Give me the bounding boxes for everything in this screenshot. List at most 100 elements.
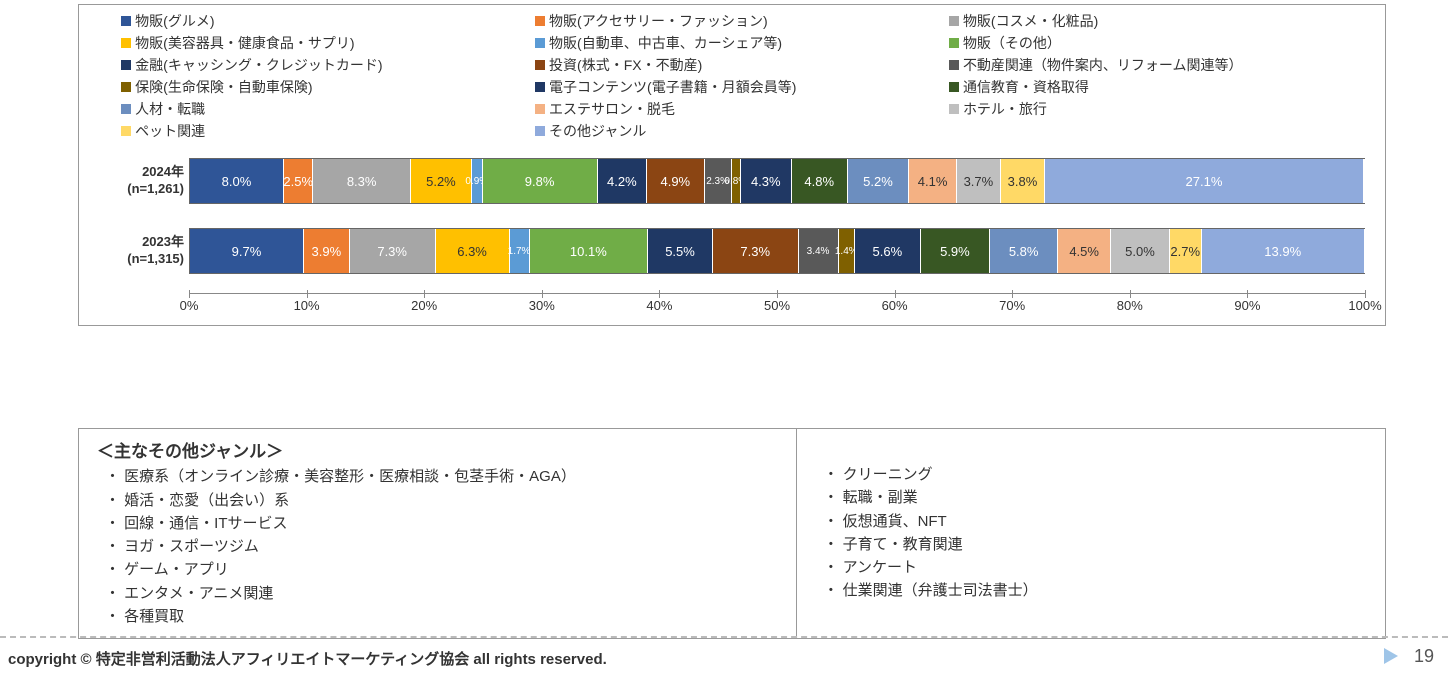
notes-right-col: クリーニング転職・副業仮想通貨、NFT子育て・教育関連アンケート仕業関連（弁護士… — [797, 428, 1386, 639]
bar-segment: 13.9% — [1202, 229, 1365, 273]
notes-item: ゲーム・アプリ — [105, 558, 778, 581]
legend-label: ホテル・旅行 — [963, 99, 1047, 119]
legend-item: 物販（その他） — [949, 33, 1343, 53]
bar-segment: 4.5% — [1058, 229, 1111, 273]
legend-item: 物販(コスメ・化粧品) — [949, 11, 1343, 31]
notes-item: エンタメ・アニメ関連 — [105, 582, 778, 605]
legend-item: 人材・転職 — [121, 99, 515, 119]
axis-tick — [189, 290, 190, 298]
notes-item: 仮想通貨、NFT — [823, 510, 1367, 533]
axis-tick-label: 100% — [1348, 298, 1381, 313]
bar-segment: 3.7% — [957, 159, 1000, 203]
legend-swatch — [949, 82, 959, 92]
notes-item: ヨガ・スポーツジム — [105, 535, 778, 558]
axis-tick — [1012, 290, 1013, 298]
notes-item: 回線・通信・ITサービス — [105, 512, 778, 535]
page-number: 19 — [1414, 646, 1434, 667]
legend-swatch — [949, 104, 959, 114]
bar-segment: 5.5% — [648, 229, 713, 273]
notes-item: 転職・副業 — [823, 486, 1367, 509]
legend-label: 物販(美容器具・健康食品・サプリ) — [135, 33, 354, 53]
legend-swatch — [121, 82, 131, 92]
bar-segment: 8.3% — [313, 159, 411, 203]
legend-swatch — [121, 16, 131, 26]
bar-segment: 5.2% — [848, 159, 909, 203]
legend-swatch — [949, 16, 959, 26]
axis-tick — [424, 290, 425, 298]
legend-swatch — [535, 60, 545, 70]
chart-legend: 物販(グルメ)物販(アクセサリー・ファッション)物販(コスメ・化粧品)物販(美容… — [121, 11, 1343, 141]
legend-swatch — [535, 126, 545, 136]
axis-tick-label: 0% — [180, 298, 199, 313]
legend-label: 人材・転職 — [135, 99, 205, 119]
legend-label: ペット関連 — [135, 121, 205, 141]
bar-segment: 10.1% — [530, 229, 649, 273]
bar-segment: 9.7% — [190, 229, 304, 273]
legend-item: その他ジャンル — [535, 121, 929, 141]
legend-label: 物販(コスメ・化粧品) — [963, 11, 1098, 31]
bar-segment: 5.2% — [411, 159, 472, 203]
axis-tick — [1130, 290, 1131, 298]
bar-segment: 27.1% — [1045, 159, 1363, 203]
axis-tick-label: 30% — [529, 298, 555, 313]
legend-item: 物販(アクセサリー・ファッション) — [535, 11, 929, 31]
legend-item: 保険(生命保険・自動車保険) — [121, 77, 515, 97]
legend-label: エステサロン・脱毛 — [549, 99, 675, 119]
bar-segment: 6.3% — [436, 229, 510, 273]
legend-label: 不動産関連（物件案内、リフォーム関連等） — [963, 55, 1243, 75]
notes-title: ＜主なその他ジャンル＞ — [97, 439, 778, 465]
axis-tick — [659, 290, 660, 298]
notes-item: 医療系（オンライン診療・美容整形・医療相談・包茎手術・AGA） — [105, 465, 778, 488]
legend-swatch — [121, 60, 131, 70]
axis-tick — [307, 290, 308, 298]
legend-label: 金融(キャッシング・クレジットカード) — [135, 55, 382, 75]
bar-segment: 2.7% — [1170, 229, 1202, 273]
legend-label: 物販（その他） — [963, 33, 1061, 53]
bar-track: 8.0%2.5%8.3%5.2%0.9%9.8%4.2%4.9%2.3%0.8%… — [189, 158, 1365, 204]
legend-item: ペット関連 — [121, 121, 515, 141]
legend-item: 投資(株式・FX・不動産) — [535, 55, 929, 75]
notes-item: 子育て・教育関連 — [823, 533, 1367, 556]
legend-item: 物販(美容器具・健康食品・サプリ) — [121, 33, 515, 53]
footer-divider — [0, 636, 1448, 638]
copyright-text: copyright © 特定非営利活動法人アフィリエイトマーケティング協会 al… — [8, 648, 607, 669]
legend-item: 金融(キャッシング・クレジットカード) — [121, 55, 515, 75]
axis-tick — [542, 290, 543, 298]
notes-item: アンケート — [823, 556, 1367, 579]
legend-item: 通信教育・資格取得 — [949, 77, 1343, 97]
axis-tick-label: 40% — [646, 298, 672, 313]
bar-row: 2024年(n=1,261)8.0%2.5%8.3%5.2%0.9%9.8%4.… — [189, 153, 1365, 209]
legend-swatch — [535, 16, 545, 26]
axis-tick — [1247, 290, 1248, 298]
bar-segment: 3.4% — [799, 229, 839, 273]
bar-segment: 5.8% — [990, 229, 1058, 273]
axis-tick — [895, 290, 896, 298]
bar-segment: 1.4% — [839, 229, 855, 273]
legend-swatch — [535, 104, 545, 114]
legend-swatch — [535, 38, 545, 48]
axis-tick-label: 10% — [294, 298, 320, 313]
notes-left-col: ＜主なその他ジャンル＞ 医療系（オンライン診療・美容整形・医療相談・包茎手術・A… — [78, 428, 797, 639]
axis-tick-label: 20% — [411, 298, 437, 313]
bar-segment: 5.9% — [921, 229, 990, 273]
bar-segment: 7.3% — [350, 229, 436, 273]
chart-x-axis: 0%10%20%30%40%50%60%70%80%90%100% — [189, 293, 1365, 315]
legend-label: 保険(生命保険・自動車保険) — [135, 77, 312, 97]
legend-label: 物販(アクセサリー・ファッション) — [549, 11, 768, 31]
bar-segment: 5.0% — [1111, 229, 1170, 273]
bar-row: 2023年(n=1,315)9.7%3.9%7.3%6.3%1.7%10.1%5… — [189, 223, 1365, 279]
legend-label: 投資(株式・FX・不動産) — [549, 55, 702, 75]
notes-item: 婚活・恋愛（出会い）系 — [105, 489, 778, 512]
bar-track: 9.7%3.9%7.3%6.3%1.7%10.1%5.5%7.3%3.4%1.4… — [189, 228, 1365, 274]
notes-item: クリーニング — [823, 463, 1367, 486]
bar-row-label: 2023年(n=1,315) — [89, 234, 184, 268]
legend-item: 不動産関連（物件案内、リフォーム関連等） — [949, 55, 1343, 75]
bar-segment: 0.8% — [732, 159, 741, 203]
bar-segment: 1.7% — [510, 229, 530, 273]
bar-segment: 5.6% — [855, 229, 921, 273]
axis-tick — [1365, 290, 1366, 298]
bar-segment: 2.5% — [284, 159, 313, 203]
notes-item: 各種買取 — [105, 605, 778, 628]
legend-swatch — [121, 126, 131, 136]
legend-swatch — [949, 60, 959, 70]
